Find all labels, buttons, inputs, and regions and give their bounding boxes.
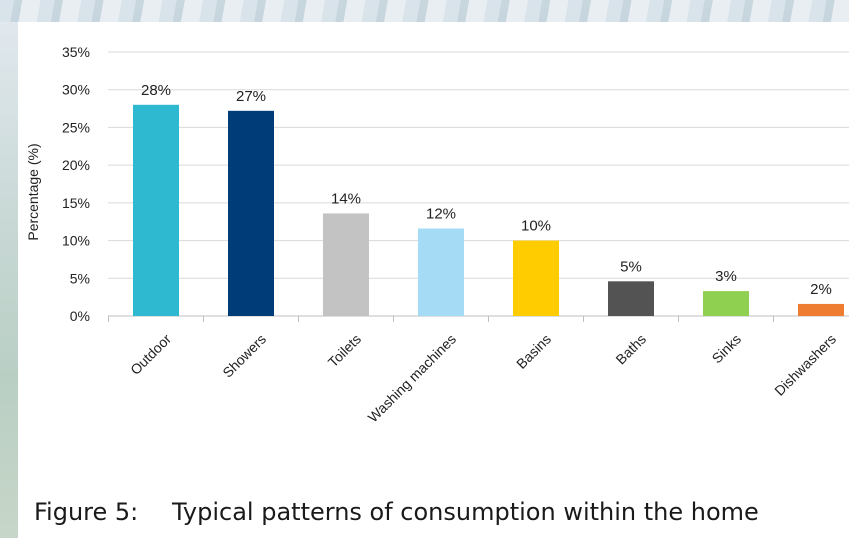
data-label: 28%: [141, 82, 171, 99]
y-tick-label: 20%: [62, 157, 90, 173]
figure-panel: 28% 27% 14% 12% 10% 5% 3% 2% Outdoor Showers Toil…: [18, 22, 849, 538]
y-tick-label: 25%: [62, 119, 90, 135]
x-tick-label: Baths: [612, 331, 649, 368]
axes: [108, 315, 849, 322]
y-tick-label: 0%: [70, 308, 90, 324]
data-label: 5%: [620, 258, 642, 275]
x-tick-label: Dishwashers: [771, 331, 839, 399]
x-tick-labels: Outdoor Showers Toilets Washing machines Bas…: [127, 331, 839, 426]
bar-dishwashers: [798, 303, 844, 316]
figure-caption-text: Typical patterns of consumption within t…: [172, 498, 759, 526]
data-label: 14%: [331, 190, 361, 207]
bar-basins: [513, 240, 559, 316]
x-tick-label: Outdoor: [127, 331, 174, 378]
bar-chart: 28% 27% 14% 12% 10% 5% 3% 2% Outdoor Showers Toil…: [25, 44, 849, 426]
y-tick-label: 10%: [62, 233, 90, 249]
bar-washing-machines: [418, 228, 464, 316]
y-tick-label: 35%: [62, 44, 90, 60]
data-label: 3%: [715, 268, 737, 285]
y-tick-label: 30%: [62, 82, 90, 98]
data-label: 10%: [521, 218, 551, 235]
bar-baths: [608, 281, 654, 316]
data-label: 2%: [810, 281, 832, 298]
y-axis-label: Percentage (%): [25, 143, 41, 240]
x-tick-label: Toilets: [325, 331, 364, 370]
figure-number: Figure 5:: [34, 498, 139, 526]
data-labels: 28% 27% 14% 12% 10% 5% 3% 2%: [141, 82, 832, 298]
bar-showers: [228, 110, 274, 316]
x-tick-label: Sinks: [709, 331, 745, 367]
x-tick-label: Showers: [219, 331, 269, 381]
x-tick-label: Washing machines: [365, 331, 460, 426]
y-tick-label: 15%: [62, 195, 90, 211]
data-label: 27%: [236, 88, 266, 105]
bar-sinks: [703, 291, 749, 316]
bar-outdoor: [133, 104, 179, 316]
data-label: 12%: [426, 206, 456, 223]
bar-toilets: [323, 213, 369, 316]
x-tick-label: Basins: [513, 331, 554, 372]
gridlines: [108, 51, 849, 279]
figure-caption: Figure 5: Typical patterns of consumption…: [34, 498, 759, 526]
bars: [133, 104, 844, 316]
y-tick-labels: 0% 5% 10% 15% 20% 25% 30% 35%: [62, 44, 90, 324]
y-tick-label: 5%: [70, 270, 90, 286]
